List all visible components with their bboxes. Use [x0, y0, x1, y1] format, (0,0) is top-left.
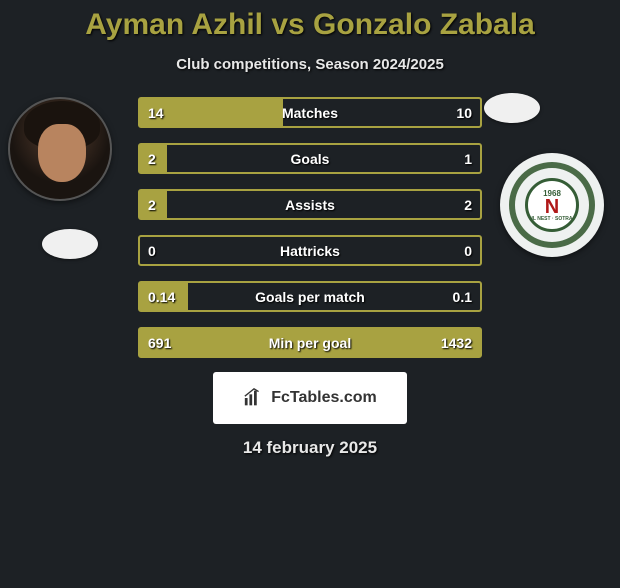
stat-row: 2Goals1 — [138, 143, 482, 174]
stat-row: 14Matches10 — [138, 97, 482, 128]
laurel-icon — [509, 162, 595, 248]
stat-row: 0.14Goals per match0.1 — [138, 281, 482, 312]
stats-list: 14Matches102Goals12Assists20Hattricks00.… — [138, 97, 482, 358]
stat-label: Goals — [140, 151, 480, 167]
stat-label: Assists — [140, 197, 480, 213]
logo-text: FcTables.com — [271, 389, 377, 407]
chart-icon — [243, 387, 265, 409]
stat-row: 0Hattricks0 — [138, 235, 482, 266]
club-badge-inner: 1968 N IL NEST · SOTRA — [509, 162, 595, 248]
player-left-avatar — [8, 97, 112, 201]
player-right-club-badge: 1968 N IL NEST · SOTRA — [500, 153, 604, 257]
comparison-content: 1968 N IL NEST · SOTRA 14Matches102Goals… — [0, 97, 620, 458]
player-right-flag — [484, 93, 540, 123]
stat-value-right: 0 — [464, 243, 472, 259]
fctables-logo: FcTables.com — [213, 372, 407, 424]
date-label: 14 february 2025 — [0, 438, 620, 458]
stat-value-right: 10 — [456, 105, 472, 121]
stat-value-right: 1432 — [441, 335, 472, 351]
stat-value-right: 2 — [464, 197, 472, 213]
stat-value-right: 0.1 — [453, 289, 472, 305]
page-title: Ayman Azhil vs Gonzalo Zabala — [0, 8, 620, 42]
stat-label: Matches — [140, 105, 480, 121]
stat-label: Hattricks — [140, 243, 480, 259]
subtitle: Club competitions, Season 2024/2025 — [0, 56, 620, 73]
stat-label: Goals per match — [140, 289, 480, 305]
stat-label: Min per goal — [140, 335, 480, 351]
stat-row: 691Min per goal1432 — [138, 327, 482, 358]
stat-value-right: 1 — [464, 151, 472, 167]
player-left-flag — [42, 229, 98, 259]
stat-row: 2Assists2 — [138, 189, 482, 220]
avatar-face — [38, 124, 86, 182]
